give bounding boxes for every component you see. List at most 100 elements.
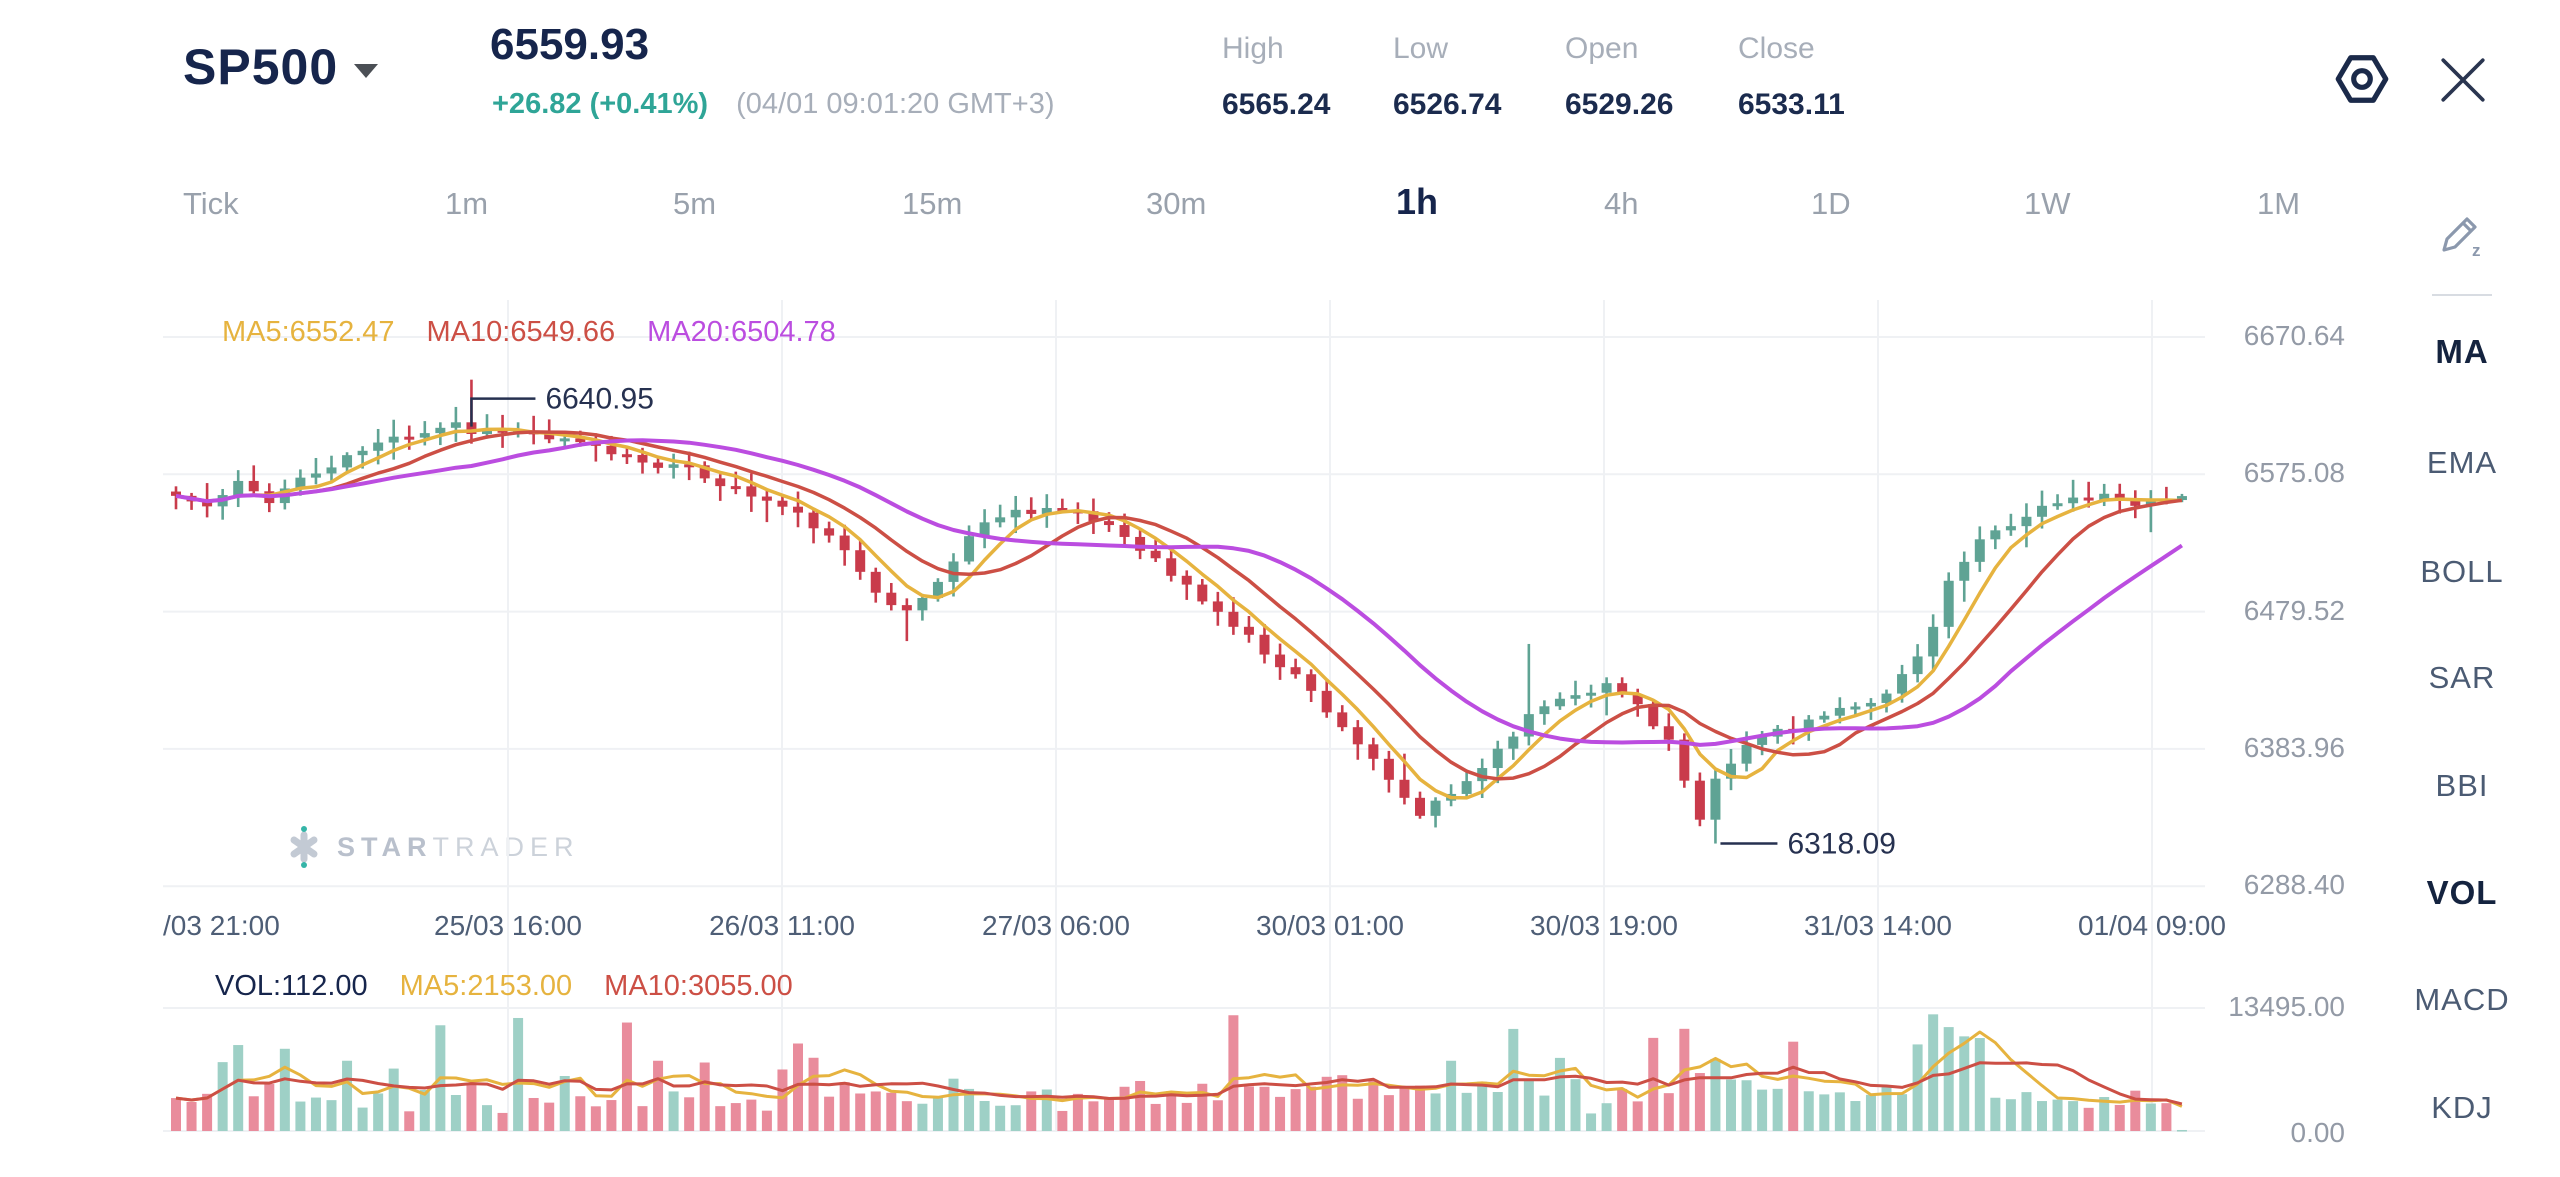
indicator-kdj[interactable]: KDJ [2431, 1090, 2493, 1125]
volume-bar [1119, 1086, 1130, 1131]
volume-bar [2145, 1103, 2156, 1131]
candle-body [1819, 715, 1830, 720]
volume-bar [715, 1106, 726, 1131]
volume-bar [1321, 1076, 1332, 1131]
volume-bar [1243, 1086, 1254, 1131]
annotation-leader [470, 397, 536, 427]
candle-body [497, 429, 508, 433]
tab-15m[interactable]: 15m [902, 186, 963, 221]
candle-body [1648, 704, 1659, 727]
indicator-boll[interactable]: BOLL [2420, 554, 2504, 589]
indicator-sar[interactable]: SAR [2428, 660, 2496, 695]
volume-bar [932, 1097, 943, 1131]
settings-gear-icon [2335, 55, 2389, 103]
candle-body [824, 528, 835, 536]
candle-wick [998, 504, 1002, 528]
candle-wick [532, 415, 535, 445]
draw-tool-button[interactable]: z [2438, 212, 2486, 265]
volume-bar [1290, 1089, 1301, 1131]
tab-4h[interactable]: 4h [1604, 186, 1639, 221]
candle-body [1632, 694, 1643, 705]
volume-bar [1181, 1102, 1192, 1131]
volume-bar [1710, 1058, 1721, 1131]
candle-body [1539, 706, 1550, 715]
candle-body [2130, 500, 2141, 506]
candle-wick [2149, 490, 2153, 533]
symbol-selector[interactable]: SP500 [183, 38, 379, 96]
indicator-ema[interactable]: EMA [2426, 445, 2498, 480]
price-ma-label-ma10: MA10:6549.66 [426, 316, 616, 348]
indicator-macd[interactable]: MACD [2414, 982, 2510, 1017]
volume-bar [1586, 1113, 1597, 1131]
candle-body [1026, 509, 1037, 514]
candle-body [1041, 508, 1052, 514]
indicator-bbi[interactable]: BBI [2435, 768, 2489, 803]
volume-bar [497, 1112, 508, 1131]
candle-body [357, 450, 368, 456]
watermark-star-icon [290, 826, 318, 868]
candle-body [1010, 509, 1021, 518]
volume-bar [1104, 1097, 1114, 1131]
candle-body [1368, 744, 1379, 759]
candle-body [1865, 702, 1876, 707]
stat-open: Open 6529.26 [1565, 32, 1673, 122]
tab-1h[interactable]: 1h [1396, 181, 1439, 222]
candle-body [932, 581, 943, 599]
price-ma-label-ma20: MA20:6504.78 [647, 316, 836, 348]
volume-bar [621, 1022, 632, 1131]
indicator-vol[interactable]: VOL [2426, 874, 2498, 911]
candle-body [1601, 683, 1612, 693]
candle-body [1181, 575, 1192, 585]
candle-wick [2087, 481, 2090, 508]
candle-body [1943, 580, 1954, 627]
volume-bar [964, 1088, 975, 1131]
candle-body [1321, 690, 1332, 713]
volume-bar [171, 1098, 181, 1131]
volume-bar [357, 1107, 368, 1131]
close-button[interactable] [2438, 55, 2488, 110]
volume-bar [1197, 1083, 1208, 1131]
price-axis-label: 6670.64 [2243, 320, 2345, 351]
volume-bar [1041, 1089, 1052, 1131]
tab-1d[interactable]: 1D [1811, 186, 1851, 221]
price-axis-label: 6575.08 [2243, 457, 2345, 489]
low-annotation: 6318.09 [1787, 828, 1895, 861]
candle-body [917, 598, 928, 611]
candle-body [482, 429, 492, 434]
candle-body [1337, 712, 1348, 728]
tab-tick[interactable]: Tick [183, 186, 239, 221]
candle-body [373, 442, 384, 451]
stat-value: 6526.74 [1393, 88, 1502, 121]
volume-bar [1430, 1093, 1441, 1131]
stat-value: 6529.26 [1565, 88, 1674, 121]
candle-body [715, 478, 726, 487]
volume-bar [295, 1101, 306, 1131]
candle-body [808, 512, 819, 529]
volume-bar [1368, 1080, 1379, 1131]
tab-1w[interactable]: 1W [2024, 186, 2071, 221]
candle-body [1290, 667, 1301, 675]
indicator-ma[interactable]: MA [2435, 333, 2489, 370]
high-annotation: 6640.95 [545, 383, 653, 416]
candle-body [2068, 497, 2079, 504]
candle-body [1694, 780, 1705, 820]
settings-button[interactable] [2333, 50, 2391, 113]
stat-label: Low [1393, 32, 1449, 65]
candle-body [1523, 714, 1534, 737]
candle-body [995, 517, 1006, 523]
volume-bar [1881, 1085, 1892, 1131]
candle-body [1119, 525, 1130, 537]
candle-body [761, 496, 772, 501]
volume-bar [1057, 1110, 1068, 1131]
volume-bar [528, 1097, 539, 1131]
tab-30m[interactable]: 30m [1146, 186, 1207, 221]
volume-bar [482, 1105, 492, 1131]
volume-bar [668, 1091, 679, 1131]
tab-1m[interactable]: 1m [445, 186, 489, 221]
tab-1m[interactable]: 1M [2257, 186, 2301, 221]
tab-5m[interactable]: 5m [673, 186, 717, 221]
candle-body [964, 536, 975, 562]
candle-body [2005, 526, 2016, 531]
volume-bar [388, 1068, 399, 1131]
